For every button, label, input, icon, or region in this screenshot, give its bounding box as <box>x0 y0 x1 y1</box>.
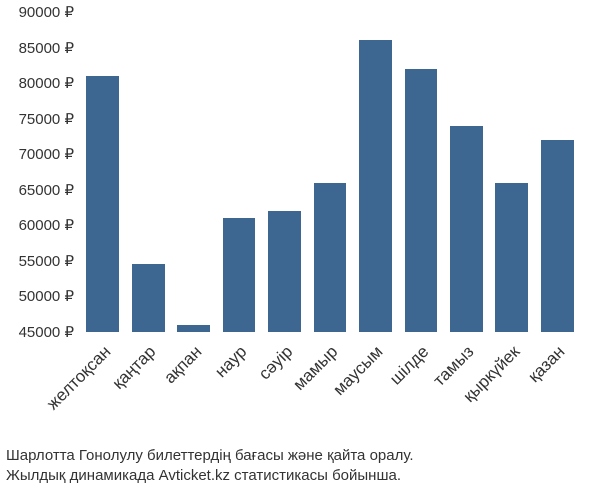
y-tick-label: 80000 ₽ <box>19 74 74 92</box>
bar <box>450 126 483 332</box>
x-tick-label: желтоқсан <box>43 342 115 414</box>
bars-layer <box>80 12 580 332</box>
caption-line-1: Шарлотта Гонолулу билеттердің бағасы жән… <box>6 446 594 466</box>
y-tick-label: 50000 ₽ <box>19 287 74 305</box>
caption-line-2: Жылдық динамикада Avticket.kz статистика… <box>6 466 594 486</box>
bar <box>405 69 438 332</box>
x-tick-label: ақпан <box>160 342 206 388</box>
y-tick-label: 75000 ₽ <box>19 110 74 128</box>
y-tick-label: 45000 ₽ <box>19 323 74 341</box>
bar <box>268 211 301 332</box>
y-tick-label: 90000 ₽ <box>19 3 74 21</box>
y-tick-label: 60000 ₽ <box>19 216 74 234</box>
x-tick-label: наур <box>211 342 251 382</box>
x-tick-label: қаңтар <box>109 342 160 393</box>
y-tick-label: 55000 ₽ <box>19 252 74 270</box>
bar <box>223 218 256 332</box>
y-axis: 45000 ₽50000 ₽55000 ₽60000 ₽65000 ₽70000… <box>0 12 78 332</box>
plot-area <box>80 12 580 332</box>
bar <box>359 40 392 332</box>
bar <box>495 183 528 332</box>
y-tick-label: 85000 ₽ <box>19 39 74 57</box>
x-tick-label: қазан <box>525 342 570 387</box>
bar <box>132 264 165 332</box>
x-tick-label: шілде <box>386 342 433 389</box>
bar <box>314 183 347 332</box>
bar <box>177 325 210 332</box>
price-chart: 45000 ₽ 50000 ₽ 55000 ₽ 60000 ₽ 65000 ₽ 70000… <box>0 0 600 500</box>
y-tick-label: 70000 ₽ <box>19 145 74 163</box>
chart-caption: Шарлотта Гонолулу билеттердің бағасы жән… <box>6 446 594 487</box>
x-tick-label: маусым <box>330 342 388 400</box>
bar <box>541 140 574 332</box>
x-axis-labels: желтоқсанқаңтарақпаннаурсәуірмамырмаусым… <box>80 336 580 446</box>
y-tick-label: 65000 ₽ <box>19 181 74 199</box>
bar <box>86 76 119 332</box>
